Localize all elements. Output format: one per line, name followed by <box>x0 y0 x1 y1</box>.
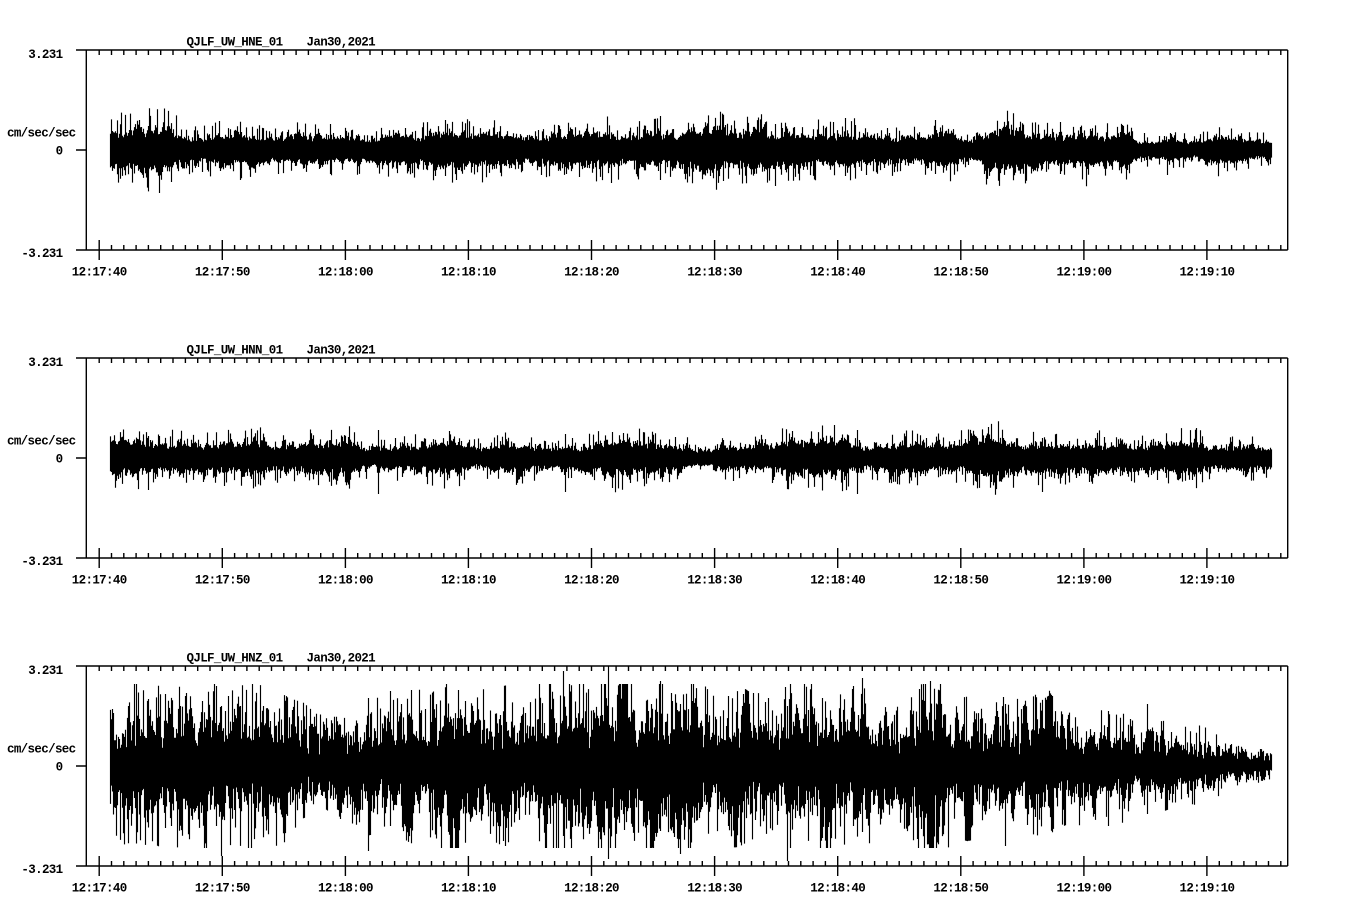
svg-text:QJLF_UW_HNN_01: QJLF_UW_HNN_01 <box>187 344 283 358</box>
svg-text:12:18:10: 12:18:10 <box>441 882 496 896</box>
svg-text:3.231: 3.231 <box>28 664 62 678</box>
svg-text:12:17:40: 12:17:40 <box>72 882 127 896</box>
svg-text:12:18:00: 12:18:00 <box>318 266 373 280</box>
svg-text:0: 0 <box>56 761 63 775</box>
svg-text:12:18:40: 12:18:40 <box>810 574 865 588</box>
svg-text:cm/sec/sec: cm/sec/sec <box>7 742 76 756</box>
svg-text:12:19:00: 12:19:00 <box>1056 574 1111 588</box>
svg-text:12:18:30: 12:18:30 <box>687 574 742 588</box>
svg-text:12:19:10: 12:19:10 <box>1179 574 1234 588</box>
svg-text:12:18:10: 12:18:10 <box>441 574 496 588</box>
svg-text:3.231: 3.231 <box>28 48 62 62</box>
svg-text:12:18:10: 12:18:10 <box>441 266 496 280</box>
svg-text:12:17:50: 12:17:50 <box>195 574 250 588</box>
svg-text:12:19:10: 12:19:10 <box>1179 266 1234 280</box>
svg-text:0: 0 <box>56 145 63 159</box>
svg-text:cm/sec/sec: cm/sec/sec <box>7 434 76 448</box>
svg-text:12:17:50: 12:17:50 <box>195 882 250 896</box>
svg-text:-3.231: -3.231 <box>21 247 62 261</box>
svg-text:12:18:40: 12:18:40 <box>810 882 865 896</box>
svg-text:12:18:20: 12:18:20 <box>564 574 619 588</box>
svg-text:12:18:50: 12:18:50 <box>933 266 988 280</box>
svg-text:12:19:00: 12:19:00 <box>1056 266 1111 280</box>
svg-text:cm/sec/sec: cm/sec/sec <box>7 126 76 140</box>
svg-text:Jan30,2021: Jan30,2021 <box>307 344 376 358</box>
svg-text:12:17:40: 12:17:40 <box>72 574 127 588</box>
svg-text:12:18:00: 12:18:00 <box>318 574 373 588</box>
svg-text:12:17:50: 12:17:50 <box>195 266 250 280</box>
svg-text:12:19:10: 12:19:10 <box>1179 882 1234 896</box>
svg-text:12:18:30: 12:18:30 <box>687 266 742 280</box>
svg-text:0: 0 <box>56 453 63 467</box>
svg-text:-3.231: -3.231 <box>21 863 62 877</box>
svg-text:3.231: 3.231 <box>28 356 62 370</box>
svg-text:12:18:30: 12:18:30 <box>687 882 742 896</box>
svg-text:12:18:40: 12:18:40 <box>810 266 865 280</box>
svg-text:12:18:50: 12:18:50 <box>933 882 988 896</box>
svg-text:Jan30,2021: Jan30,2021 <box>307 652 376 666</box>
svg-text:12:17:40: 12:17:40 <box>72 266 127 280</box>
svg-text:12:18:50: 12:18:50 <box>933 574 988 588</box>
svg-text:QJLF_UW_HNE_01: QJLF_UW_HNE_01 <box>187 36 283 50</box>
svg-text:Jan30,2021: Jan30,2021 <box>307 36 376 50</box>
svg-text:QJLF_UW_HNZ_01: QJLF_UW_HNZ_01 <box>187 652 283 666</box>
svg-text:12:18:20: 12:18:20 <box>564 882 619 896</box>
svg-text:12:18:20: 12:18:20 <box>564 266 619 280</box>
svg-text:12:19:00: 12:19:00 <box>1056 882 1111 896</box>
svg-text:12:18:00: 12:18:00 <box>318 882 373 896</box>
svg-text:-3.231: -3.231 <box>21 555 62 569</box>
